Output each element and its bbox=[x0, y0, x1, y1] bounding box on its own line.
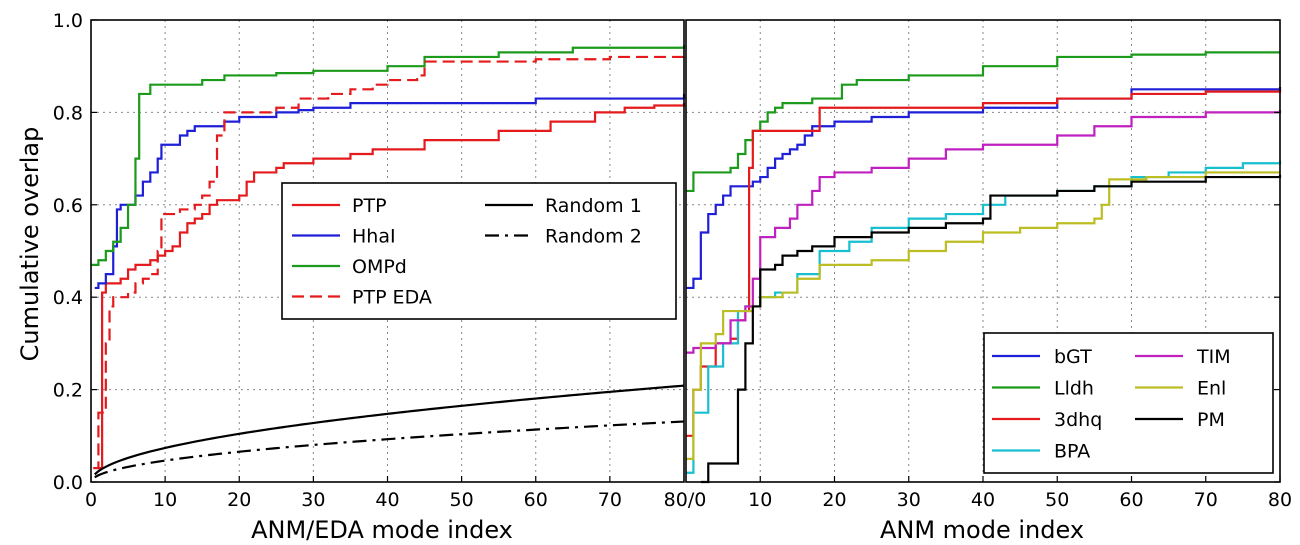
legend-label: Random 1 bbox=[545, 195, 642, 217]
x-tick-label-left: 30 bbox=[301, 489, 325, 511]
x-tick-label-left: 50 bbox=[450, 489, 474, 511]
y-tick-label: 0.8 bbox=[53, 102, 83, 124]
series-line-random-1 bbox=[93, 384, 685, 476]
series-line-ompd bbox=[91, 45, 686, 266]
legends: PTP HhaI OMPd PTP EDA Random 1 Random 2 bGT Lld… bbox=[281, 182, 1274, 474]
x-tick-label-left: 40 bbox=[375, 489, 399, 511]
left-legend-box bbox=[281, 182, 677, 320]
legend-label: Random 2 bbox=[545, 226, 642, 248]
x-tick-label-shared: 80/0 bbox=[664, 489, 707, 511]
legend-label: PTP bbox=[352, 195, 387, 217]
x-tick-label-left: 20 bbox=[227, 489, 251, 511]
series-line-pm bbox=[700, 174, 1282, 484]
axis-ticks: 0.0 0.2 0.4 0.6 0.8 1.0 0 10 20 30 40 50 60 70 80/0 10 2… bbox=[53, 10, 1292, 511]
series-line-hhai bbox=[94, 93, 686, 290]
series-line-bgt bbox=[686, 86, 1282, 290]
y-tick-label: 0.4 bbox=[53, 287, 83, 309]
y-axis-label: Cumulative overlap bbox=[16, 127, 44, 362]
x-tick-label-right: 10 bbox=[748, 489, 772, 511]
right-series-lines bbox=[686, 51, 1282, 484]
legend-label: bGT bbox=[1054, 346, 1092, 368]
legend-label: Enl bbox=[1197, 378, 1226, 400]
x-tick-label-right: 30 bbox=[897, 489, 921, 511]
series-line-lldh bbox=[686, 51, 1280, 193]
series-line-ptp-eda bbox=[93, 54, 686, 470]
legend-label: OMPd bbox=[352, 256, 407, 278]
series-line-ptp bbox=[98, 103, 686, 470]
x-tick-label-right: 60 bbox=[1119, 489, 1143, 511]
x-tick-label-left: 70 bbox=[598, 489, 622, 511]
x-axis-label-left: ANM/EDA mode index bbox=[251, 516, 513, 544]
x-tick-label-left: 10 bbox=[153, 489, 177, 511]
legend-label: 3dhq bbox=[1054, 409, 1102, 431]
x-axis-label-right: ANM mode index bbox=[880, 516, 1084, 544]
left-legend: PTP HhaI OMPd PTP EDA Random 1 Random 2 bbox=[281, 182, 677, 320]
legend-label: TIM bbox=[1196, 346, 1231, 368]
y-tick-label: 0.2 bbox=[53, 380, 83, 402]
x-tick-label-left: 0 bbox=[85, 489, 97, 511]
x-tick-label-right: 70 bbox=[1194, 489, 1218, 511]
legend-label: Lldh bbox=[1054, 378, 1094, 400]
right-legend: bGT Lldh 3dhq BPA TIM Enl PM bbox=[983, 332, 1274, 474]
series-line-tim bbox=[686, 110, 1282, 354]
right-chart-panel bbox=[685, 19, 1282, 484]
x-tick-label-right: 80 bbox=[1268, 489, 1292, 511]
legend-label: PTP EDA bbox=[352, 287, 432, 309]
y-tick-label: 0.0 bbox=[53, 472, 83, 494]
y-tick-label: 0.6 bbox=[53, 195, 83, 217]
legend-label: HhaI bbox=[352, 226, 396, 248]
series-line-random-2 bbox=[94, 420, 685, 479]
left-series-lines bbox=[91, 45, 686, 479]
x-tick-label-right: 50 bbox=[1045, 489, 1069, 511]
x-tick-label-right: 40 bbox=[971, 489, 995, 511]
legend-label: PM bbox=[1197, 409, 1225, 431]
series-line-enl bbox=[686, 171, 1280, 460]
y-tick-label: 1.0 bbox=[53, 10, 83, 32]
x-tick-label-left: 60 bbox=[524, 489, 548, 511]
x-tick-label-right: 20 bbox=[822, 489, 846, 511]
legend-label: BPA bbox=[1054, 441, 1090, 463]
